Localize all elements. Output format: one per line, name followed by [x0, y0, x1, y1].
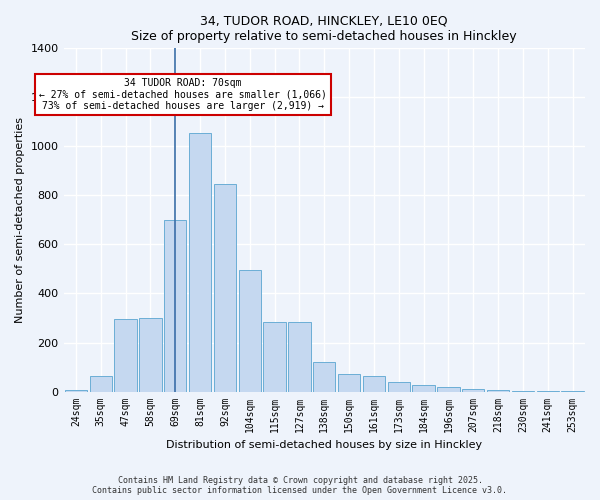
Bar: [512, 391, 534, 392]
Bar: [263, 322, 286, 392]
Bar: [412, 386, 435, 392]
Text: 34 TUDOR ROAD: 70sqm
← 27% of semi-detached houses are smaller (1,066)
73% of se: 34 TUDOR ROAD: 70sqm ← 27% of semi-detac…: [39, 78, 326, 111]
Bar: [115, 319, 137, 392]
Bar: [89, 376, 112, 392]
Bar: [65, 390, 87, 392]
Bar: [214, 184, 236, 392]
Bar: [189, 133, 211, 392]
Bar: [388, 382, 410, 392]
Bar: [313, 362, 335, 392]
Bar: [164, 220, 187, 392]
Bar: [338, 374, 360, 392]
X-axis label: Distribution of semi-detached houses by size in Hinckley: Distribution of semi-detached houses by …: [166, 440, 482, 450]
Bar: [437, 386, 460, 392]
Bar: [363, 376, 385, 392]
Y-axis label: Number of semi-detached properties: Number of semi-detached properties: [15, 117, 25, 323]
Title: 34, TUDOR ROAD, HINCKLEY, LE10 0EQ
Size of property relative to semi-detached ho: 34, TUDOR ROAD, HINCKLEY, LE10 0EQ Size …: [131, 15, 517, 43]
Bar: [487, 390, 509, 392]
Bar: [288, 322, 311, 392]
Bar: [239, 270, 261, 392]
Bar: [462, 389, 484, 392]
Bar: [139, 318, 161, 392]
Text: Contains HM Land Registry data © Crown copyright and database right 2025.
Contai: Contains HM Land Registry data © Crown c…: [92, 476, 508, 495]
